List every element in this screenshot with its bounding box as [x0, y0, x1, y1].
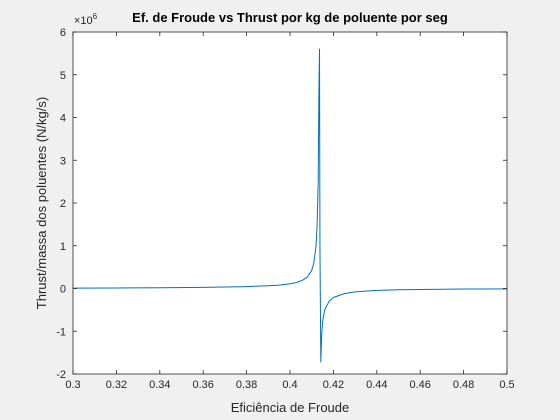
plot-area [73, 32, 507, 374]
x-tick-label: 0.4 [282, 379, 297, 391]
y-axis-label: Thrust/massa dos poluentes (N/kg/s) [34, 97, 49, 309]
y-tick-label: 6 [60, 27, 66, 39]
series-line [72, 48, 508, 363]
x-tick-label: 0.5 [499, 379, 514, 391]
x-tick-label: 0.48 [453, 379, 474, 391]
x-axis-label: Eficiência de Froude [231, 400, 350, 415]
x-tick-label: 0.34 [149, 379, 170, 391]
y-exponent-power: 6 [93, 12, 98, 21]
chart-title: Ef. de Froude vs Thrust por kg de poluen… [132, 10, 448, 25]
y-tick-label: 2 [60, 198, 66, 210]
x-tick-label: 0.42 [323, 379, 344, 391]
x-tick-label: 0.36 [192, 379, 213, 391]
x-tick-label: 0.38 [236, 379, 257, 391]
series-layer [72, 48, 508, 363]
y-tick-label: 5 [60, 70, 66, 82]
x-tick-label: 0.44 [366, 379, 387, 391]
y-tick-label: 0 [60, 284, 66, 296]
y-tick-label: -2 [56, 369, 66, 381]
x-tick-label: 0.32 [106, 379, 127, 391]
y-exponent-times: ×10 [74, 15, 93, 27]
x-tick-label: 0.46 [409, 379, 430, 391]
y-tick-label: 1 [60, 241, 66, 253]
y-tick-label: 3 [60, 155, 66, 167]
tick-layer: 0.3 0.32 0.34 0.36 0.38 0.4 0.42 0.44 0.46 0.48 0.… [56, 27, 514, 391]
y-tick-label: -1 [56, 326, 66, 338]
y-exponent-label: ×106 [74, 12, 98, 27]
x-tick-label: 0.3 [65, 379, 80, 391]
y-tick-label: 4 [60, 113, 66, 125]
